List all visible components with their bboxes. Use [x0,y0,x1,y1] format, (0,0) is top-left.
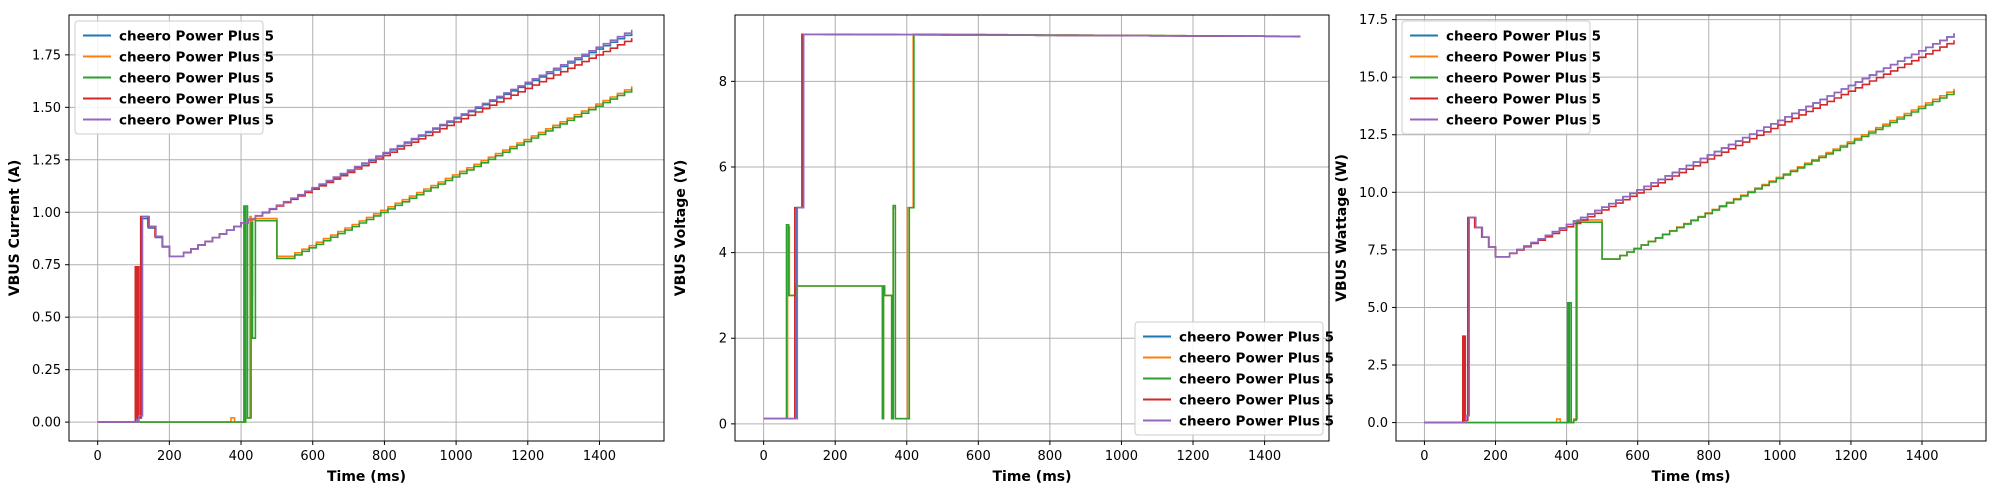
legend-label-5: cheero Power Plus 5 [1446,113,1601,129]
series-line-3 [1424,91,1955,424]
y-tick-label: 0.25 [32,363,61,378]
series-line-2 [97,86,633,423]
x-tick-label: 200 [157,449,182,464]
y-tick-label: 1.75 [32,48,61,63]
y-tick-label: 0.00 [32,416,61,431]
series-line-5 [763,33,1301,420]
legend-label-2: cheero Power Plus 5 [1446,50,1601,66]
legend-label-3: cheero Power Plus 5 [119,71,274,87]
y-tick-label: 1.25 [32,153,61,168]
series-line-2 [1424,88,1955,424]
legend-label-4: cheero Power Plus 5 [1446,92,1601,108]
x-tick-label: 0 [94,449,102,464]
chart-panel-2: 0 200 400 600 800 1000 1200 1400 0 2 4 6 8 Time (ms) V… [673,14,1334,485]
x-tick-label: 400 [229,449,254,464]
legend-label-5: cheero Power Plus 5 [1179,414,1334,430]
legend-label-2: cheero Power Plus 5 [1179,351,1334,367]
x-tick-label: 200 [823,449,848,464]
y-tick-label: 7.5 [1367,243,1388,258]
legend: cheero Power Plus 5 cheero Power Plus 5 ch… [74,20,274,135]
y-tick-label: 1.00 [32,206,61,221]
x-tick-label: 0 [759,449,767,464]
x-tick-label: 600 [300,449,325,464]
legend-label-3: cheero Power Plus 5 [1179,372,1334,388]
legend-label-2: cheero Power Plus 5 [119,50,274,66]
plot-frame [1395,14,1987,442]
series-line-5 [97,29,633,423]
y-axis-label: VBUS Voltage (V) [673,160,689,296]
y-tick-label: 8 [719,75,727,90]
legend-label-4: cheero Power Plus 5 [1179,393,1334,409]
plot-frame [68,14,665,442]
legend-label-1: cheero Power Plus 5 [1179,330,1334,346]
y-tick-label: 0 [719,417,727,432]
y-tick-label: 10.0 [1359,186,1388,201]
x-tick-label: 800 [1696,449,1721,464]
y-tick-label: 2 [719,332,727,347]
y-tick-label: 0.75 [32,258,61,273]
legend-label-1: cheero Power Plus 5 [1446,29,1601,45]
x-tick-label: 1000 [440,449,473,464]
x-tick-label: 1000 [1763,449,1796,464]
x-tick-label: 800 [1037,449,1062,464]
x-axis-label: Time (ms) [992,469,1071,485]
y-tick-label: 0.0 [1367,416,1388,431]
y-tick-label: 12.5 [1359,128,1388,143]
y-tick-label: 17.5 [1359,13,1388,28]
y-tick-label: 4 [719,246,727,261]
x-tick-label: 1200 [511,449,544,464]
y-axis-label: VBUS Current (A) [7,160,23,297]
legend-label-3: cheero Power Plus 5 [1446,71,1601,87]
x-tick-label: 1200 [1834,449,1867,464]
x-tick-label: 400 [894,449,919,464]
legend-box [1401,20,1591,135]
series-line-3 [97,88,633,423]
y-tick-label: 2.5 [1367,359,1388,374]
x-tick-label: 800 [372,449,397,464]
x-tick-label: 1200 [1176,449,1209,464]
x-axis-label: Time (ms) [327,469,406,485]
y-tick-label: 5.0 [1367,301,1388,316]
legend-label-5: cheero Power Plus 5 [119,113,274,129]
y-axis-label: VBUS Wattage (W) [1334,154,1350,302]
chart-panel-1: 0 200 400 600 800 1000 1200 1400 0.00 0.25 0.50 0.7… [7,14,665,485]
x-tick-label: 600 [1625,449,1650,464]
legend: cheero Power Plus 5 cheero Power Plus 5 ch… [1401,20,1601,135]
y-tick-label: 6 [719,160,727,175]
y-tick-label: 0.50 [32,311,61,326]
x-tick-label: 1400 [1248,449,1281,464]
legend-box [1134,321,1324,436]
x-axis-label: Time (ms) [1651,469,1730,485]
legend-box [74,20,264,135]
series-line-5 [1424,33,1955,424]
legend: cheero Power Plus 5 cheero Power Plus 5 ch… [1134,321,1334,436]
x-tick-label: 1400 [583,449,616,464]
x-tick-label: 200 [1483,449,1508,464]
legend-label-1: cheero Power Plus 5 [119,29,274,45]
y-tick-label: 15.0 [1359,71,1388,86]
chart-panel-3: 0 200 400 600 800 1000 1200 1400 0.0 2.5 5.0 7.5 10.… [1334,13,1987,485]
plot-frame [734,14,1330,442]
x-tick-label: 0 [1420,449,1428,464]
x-tick-label: 1400 [1905,449,1938,464]
y-tick-label: 1.50 [32,101,61,116]
x-tick-label: 1000 [1105,449,1138,464]
legend-label-4: cheero Power Plus 5 [119,92,274,108]
x-tick-label: 400 [1554,449,1579,464]
x-tick-label: 600 [966,449,991,464]
